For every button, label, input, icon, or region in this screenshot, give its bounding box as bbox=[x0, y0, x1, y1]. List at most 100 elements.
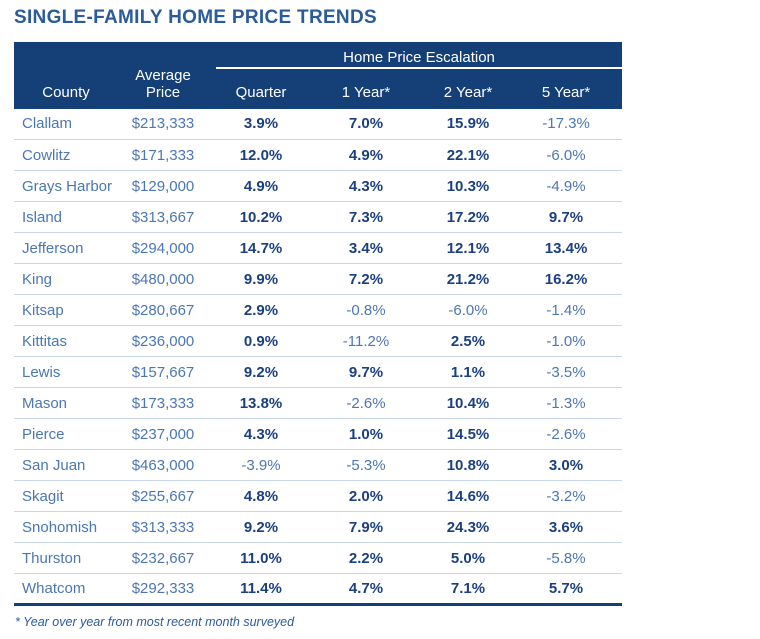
average-price-cell: $213,333 bbox=[110, 108, 216, 141]
two-year-escalation-cell: 24.3% bbox=[426, 511, 510, 544]
five-year-escalation-cell: 13.4% bbox=[510, 232, 623, 265]
two-year-escalation-cell: 1.1% bbox=[426, 356, 510, 389]
county-cell: Jefferson bbox=[14, 232, 110, 265]
table-row: Snohomish $313,333 9.2% 7.9% 24.3% 3.6% bbox=[14, 511, 623, 544]
five-year-escalation-cell: 3.6% bbox=[510, 511, 623, 544]
quarter-escalation-cell: 9.9% bbox=[216, 263, 306, 296]
average-price-cell: $313,333 bbox=[110, 511, 216, 544]
county-cell: Pierce bbox=[14, 418, 110, 451]
one-year-escalation-cell: 2.2% bbox=[306, 542, 426, 575]
average-price-cell: $255,667 bbox=[110, 480, 216, 513]
table-row: Jefferson $294,000 14.7% 3.4% 12.1% 13.4… bbox=[14, 232, 623, 265]
quarter-escalation-cell: 4.8% bbox=[216, 480, 306, 513]
one-year-escalation-cell: 9.7% bbox=[306, 356, 426, 389]
one-year-escalation-cell: -2.6% bbox=[306, 387, 426, 420]
five-year-escalation-cell: 3.0% bbox=[510, 449, 623, 482]
column-header-average-price: Average Price bbox=[110, 67, 216, 109]
quarter-escalation-cell: -3.9% bbox=[216, 449, 306, 482]
one-year-escalation-cell: -0.8% bbox=[306, 294, 426, 327]
one-year-escalation-cell: 4.3% bbox=[306, 170, 426, 203]
county-cell: Cowlitz bbox=[14, 139, 110, 172]
average-price-cell: $237,000 bbox=[110, 418, 216, 451]
average-price-cell: $236,000 bbox=[110, 325, 216, 358]
one-year-escalation-cell: 7.9% bbox=[306, 511, 426, 544]
county-cell: Whatcom bbox=[22, 580, 86, 598]
five-year-escalation-cell: -5.8% bbox=[510, 542, 623, 575]
table-header: Home Price Escalation County Average Pri… bbox=[14, 42, 623, 109]
quarter-escalation-cell: 0.9% bbox=[216, 325, 306, 358]
quarter-escalation-cell: 4.3% bbox=[216, 418, 306, 451]
quarter-escalation-cell: 13.8% bbox=[216, 387, 306, 420]
average-price-cell: $294,000 bbox=[110, 232, 216, 265]
county-cell: Grays Harbor bbox=[14, 170, 112, 203]
one-year-escalation-cell: 7.0% bbox=[306, 108, 426, 141]
two-year-escalation-cell: 14.6% bbox=[426, 480, 510, 513]
county-cell: Lewis bbox=[14, 356, 110, 389]
table-row: Cowlitz $171,333 12.0% 4.9% 22.1% -6.0% bbox=[14, 139, 623, 172]
average-price-cell: $173,333 bbox=[110, 387, 216, 420]
two-year-escalation-cell: 12.1% bbox=[426, 232, 510, 265]
five-year-escalation-cell: 16.2% bbox=[510, 263, 623, 296]
five-year-escalation-cell: -1.0% bbox=[510, 325, 623, 358]
average-price-cell: $280,667 bbox=[110, 294, 216, 327]
five-year-escalation-cell: -6.0% bbox=[510, 139, 623, 172]
group-header-row: Home Price Escalation bbox=[14, 42, 623, 69]
average-price-cell: $463,000 bbox=[110, 449, 216, 482]
average-price-cell: $232,667 bbox=[110, 542, 216, 575]
table-row: Mason $173,333 13.8% -2.6% 10.4% -1.3% bbox=[14, 387, 623, 420]
county-cell: Skagit bbox=[14, 480, 110, 513]
five-year-escalation-cell: -3.2% bbox=[510, 480, 623, 513]
quarter-escalation-cell: 10.2% bbox=[216, 201, 306, 234]
home-price-trends-table: Home Price Escalation County Average Pri… bbox=[14, 42, 623, 607]
column-header-quarter: Quarter bbox=[216, 68, 306, 109]
column-header-2-year: 2 Year* bbox=[426, 68, 510, 109]
two-year-escalation-cell: 2.5% bbox=[426, 325, 510, 358]
average-price-cell: $313,667 bbox=[110, 201, 216, 234]
footnote: * Year over year from most recent month … bbox=[15, 615, 295, 630]
table-row: Pierce $237,000 4.3% 1.0% 14.5% -2.6% bbox=[14, 418, 623, 451]
quarter-escalation-cell: 9.2% bbox=[216, 511, 306, 544]
one-year-escalation-cell: 7.2% bbox=[306, 263, 426, 296]
table-row: Kittitas $236,000 0.9% -11.2% 2.5% -1.0% bbox=[14, 325, 623, 358]
table-row: Skagit $255,667 4.8% 2.0% 14.6% -3.2% bbox=[14, 480, 623, 513]
table-row: Kitsap $280,667 2.9% -0.8% -6.0% -1.4% bbox=[14, 294, 623, 327]
quarter-escalation-cell: 9.2% bbox=[216, 356, 306, 389]
two-year-escalation-cell: 5.0% bbox=[426, 542, 510, 575]
county-cell: Kitsap bbox=[14, 294, 110, 327]
column-header-row: County Average Price Quarter 1 Year* 2 Y… bbox=[14, 67, 623, 109]
five-year-escalation-cell: -2.6% bbox=[510, 418, 623, 451]
table-row: Thurston $232,667 11.0% 2.2% 5.0% -5.8% bbox=[14, 542, 623, 575]
county-cell: Mason bbox=[14, 387, 110, 420]
county-cell: King bbox=[14, 263, 110, 296]
one-year-escalation-cell: 1.0% bbox=[306, 418, 426, 451]
table-row: Lewis $157,667 9.2% 9.7% 1.1% -3.5% bbox=[14, 356, 623, 389]
quarter-escalation-cell: 12.0% bbox=[216, 139, 306, 172]
county-cell: Thurston bbox=[14, 542, 110, 575]
table-row: Clallam $213,333 3.9% 7.0% 15.9% -17.3% bbox=[14, 108, 623, 141]
two-year-escalation-cell: 10.3% bbox=[426, 170, 510, 203]
five-year-escalation-cell: 9.7% bbox=[510, 201, 623, 234]
two-year-escalation-cell: 17.2% bbox=[426, 201, 510, 234]
group-header-home-price-escalation: Home Price Escalation bbox=[216, 42, 623, 69]
quarter-escalation-cell: 3.9% bbox=[216, 108, 306, 141]
table-row: King $480,000 9.9% 7.2% 21.2% 16.2% bbox=[14, 263, 623, 296]
county-cell: Snohomish bbox=[14, 511, 110, 544]
table-body: Clallam $213,333 3.9% 7.0% 15.9% -17.3% … bbox=[14, 108, 623, 605]
county-cell: Clallam bbox=[14, 108, 110, 141]
five-year-escalation-cell: -3.5% bbox=[510, 356, 623, 389]
quarter-escalation-cell: 14.7% bbox=[216, 232, 306, 265]
average-price-cell: $171,333 bbox=[110, 139, 216, 172]
five-year-escalation-cell: 5.7% bbox=[548, 580, 584, 598]
quarter-escalation-cell: 11.4% bbox=[240, 580, 282, 598]
two-year-escalation-cell: 22.1% bbox=[426, 139, 510, 172]
table-row: Whatcom $292,333 11.4% 4.7% 7.1% 5.7% bbox=[14, 574, 622, 605]
two-year-escalation-cell: 7.1% bbox=[450, 580, 486, 598]
column-header-5-year: 5 Year* bbox=[510, 68, 623, 109]
column-header-1-year: 1 Year* bbox=[306, 68, 426, 109]
five-year-escalation-cell: -17.3% bbox=[510, 108, 623, 141]
group-header-spacer bbox=[14, 42, 216, 68]
two-year-escalation-cell: 21.2% bbox=[426, 263, 510, 296]
column-header-county: County bbox=[14, 68, 110, 109]
two-year-escalation-cell: 15.9% bbox=[426, 108, 510, 141]
